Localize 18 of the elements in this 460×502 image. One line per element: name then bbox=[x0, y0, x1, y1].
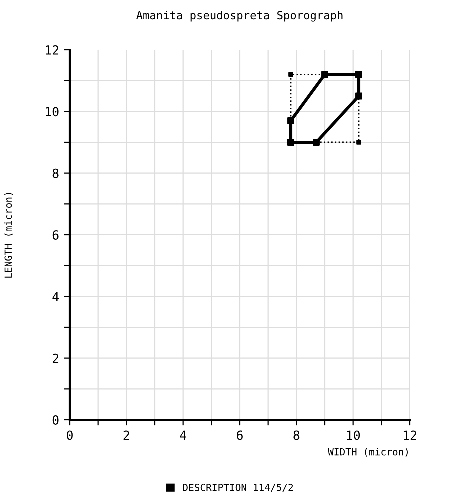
y-tick-label: 12 bbox=[46, 46, 59, 55]
x-axis-title: WIDTH (micron) bbox=[328, 448, 408, 457]
chart-title: Amanita pseudospreta Sporograph bbox=[136, 11, 343, 22]
x-tick-label: 10 bbox=[347, 430, 360, 440]
x-tick-label: 8 bbox=[294, 430, 300, 440]
y-axis-title: LENGTH (micron) bbox=[4, 193, 14, 278]
legend-label: DESCRIPTION 114/5/2 bbox=[183, 484, 294, 492]
x-tick-label: 2 bbox=[124, 430, 130, 440]
y-tick-label: 0 bbox=[52, 416, 59, 425]
y-tick-label: 4 bbox=[52, 292, 59, 302]
x-tick-label: 4 bbox=[180, 430, 186, 440]
x-tick-label: 6 bbox=[237, 430, 243, 440]
y-tick-label: 8 bbox=[52, 168, 59, 178]
y-tick-label: 6 bbox=[52, 230, 59, 240]
x-tick-label: 12 bbox=[404, 430, 416, 440]
y-tick-label: 10 bbox=[46, 107, 59, 117]
x-tick-label: 0 bbox=[67, 430, 73, 440]
y-tick-label: 2 bbox=[52, 354, 59, 364]
